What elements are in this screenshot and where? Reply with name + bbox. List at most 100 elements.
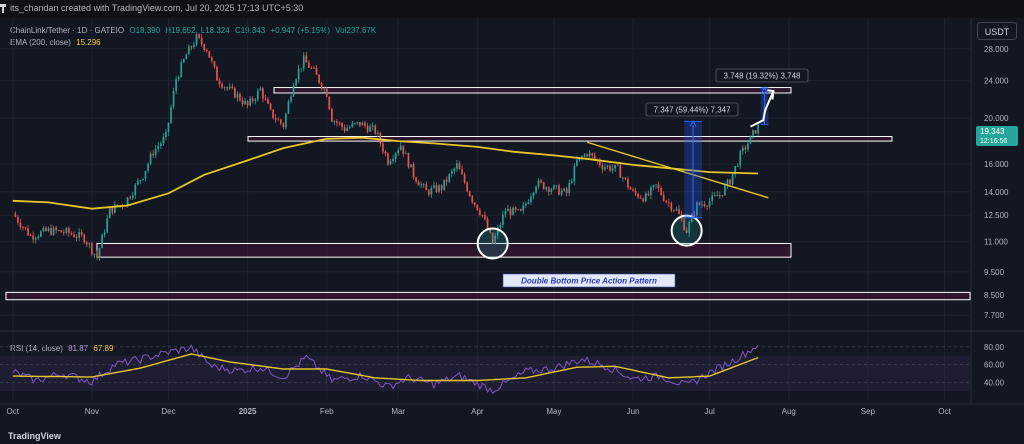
candle-body [540,180,542,183]
candle-body [336,121,338,123]
candle-body [473,202,476,205]
candle-body [80,231,83,235]
candle-body [456,163,458,169]
candle-body [325,88,328,97]
pattern-label[interactable]: Double Bottom Price Action Pattern [502,273,676,288]
candle-body [458,163,461,170]
candle-body [389,161,392,165]
candle-body [726,179,729,186]
candle-body [346,128,348,132]
candle-body [486,219,489,230]
candle-body [670,203,673,211]
double-bottom-circle [670,214,703,247]
candle-body [267,98,269,104]
candle-body [690,214,693,223]
ema-legend: EMA (200, close) 15.296 [10,38,101,47]
price-tick-label: 14.000 [984,188,1009,197]
rsi-ma-line [12,353,759,382]
candle-body [295,79,297,86]
symbol-name[interactable]: ChainLink/Tether · 1D · GATEIO [10,26,125,35]
candle-body [673,210,675,211]
candle-body [629,187,632,190]
candle-body [162,136,165,144]
candle-body [226,87,229,89]
candle-body [665,200,668,203]
candle-body [716,194,719,197]
candle-body [83,234,86,243]
candle-body [438,185,440,192]
candle-body [198,34,200,38]
candle-body [747,143,749,150]
candle-body [274,117,277,120]
time-tick-label: Sep [861,407,876,416]
price-range-label-big[interactable]: 7.347 (59.44%) 7,347 [645,102,739,117]
candle-body [328,96,331,109]
candle-body [696,202,698,216]
candle-body [736,165,739,167]
candle-body [634,190,637,194]
candle-body [218,80,221,85]
candle-body [359,121,361,126]
candle-body [678,208,680,215]
candle-body [425,184,428,191]
candle-body [450,170,453,175]
candle-body [343,126,346,132]
sr-zone [247,136,893,142]
candle-body [305,55,308,63]
candle-body [256,90,259,100]
candle-body [724,185,726,196]
candle-body [560,190,563,195]
candle-body [604,167,606,170]
candle-body [410,164,412,168]
sr-zone [5,291,971,301]
time-tick-label: May [546,407,561,416]
candle-body [277,119,280,121]
candle-body [471,196,474,203]
ohlc-change: +0.947 (+5.15%) [270,26,331,35]
candle-body [234,87,236,98]
candle-body [308,62,310,68]
price-tick-label: 24.000 [984,77,1009,86]
candle-body [729,179,731,185]
candle-body [683,219,685,230]
time-tick-label: Oct [938,407,951,416]
candle-body [657,184,660,189]
symbol-legend: ChainLink/Tether · 1D · GATEIO O18.390 H… [10,26,376,35]
currency-button[interactable]: USDT [977,22,1017,40]
candle-body [675,208,678,211]
candle-body [739,151,742,166]
candle-body [509,208,512,216]
candle-body [517,209,520,210]
candle-body [428,190,430,195]
candle-body [667,202,670,204]
candle-body [693,214,696,216]
creator-text: its_chandan created with TradingView.com… [10,3,304,13]
candle-body [154,148,157,156]
rsi-label[interactable]: RSI (14, close) [10,344,63,353]
candle-body [752,130,754,136]
price-range-label-small[interactable]: 3.748 (19.32%) 3,748 [715,68,809,83]
candle-body [292,85,295,97]
candle-body [193,44,195,48]
candle-body [647,193,650,196]
candle-body [734,166,736,175]
candle-body [147,163,149,171]
pattern-label-text: Double Bottom Price Action Pattern [521,277,657,286]
candle-body [489,229,491,233]
candle-body [570,181,573,183]
candle-body [262,88,264,99]
candle-body [387,153,389,165]
candle-body [361,122,364,126]
candle-body [637,193,639,198]
tradingview-small-icon [0,4,6,13]
candle-body [144,170,147,179]
time-tick-label: Jun [627,407,640,416]
ema-label[interactable]: EMA (200, close) [10,38,71,47]
candle-body [512,207,514,216]
candle-body [318,74,320,83]
candle-body [619,165,622,178]
candle-body [397,150,400,154]
candle-body [213,61,216,68]
candle-body [532,192,535,197]
